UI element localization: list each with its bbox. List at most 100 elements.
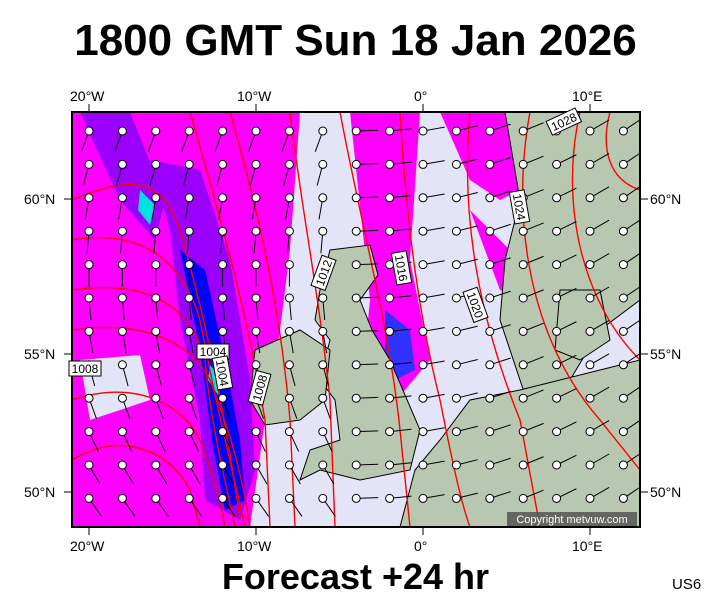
- map-title: 1800 GMT Sun 18 Jan 2026: [74, 16, 637, 65]
- land-continent: [399, 359, 640, 527]
- station-circle: [318, 193, 328, 203]
- station-circle: [184, 460, 194, 470]
- station-circle: [184, 260, 194, 270]
- station-circle: [218, 460, 228, 470]
- station-circle: [151, 493, 161, 503]
- wind-barb-station: [451, 392, 478, 403]
- station-circle: [351, 460, 361, 470]
- station-circle: [218, 193, 228, 203]
- wind-barb-station: [451, 325, 478, 336]
- station-circle: [552, 293, 562, 303]
- station-circle: [84, 326, 94, 336]
- lon-label-top: 20°W: [70, 88, 105, 104]
- wind-barb-station: [117, 460, 134, 485]
- station-circle: [284, 326, 294, 336]
- wind-barb-station: [284, 193, 294, 220]
- station-circle: [84, 393, 94, 403]
- wind-barb-station: [618, 152, 640, 169]
- wind-barb-station: [151, 393, 164, 420]
- station-circle: [385, 427, 395, 437]
- station-circle: [251, 493, 261, 503]
- station-circle: [84, 293, 94, 303]
- wind-barb-station: [518, 322, 544, 336]
- station-circle: [318, 460, 328, 470]
- wind-barb-station: [351, 326, 379, 336]
- wind-barb-station: [585, 186, 610, 203]
- wind-barb-station: [184, 326, 194, 354]
- station-circle: [585, 493, 595, 503]
- station-circle: [151, 193, 161, 203]
- wind-barb-station: [151, 460, 168, 485]
- lat-label-right: 50°N: [650, 484, 682, 500]
- wind-barb-station: [117, 193, 127, 220]
- wind-barb-station: [284, 393, 298, 420]
- station-circle: [117, 126, 127, 136]
- station-circle: [618, 293, 628, 303]
- station-circle: [418, 159, 428, 169]
- station-circle: [518, 360, 528, 370]
- station-circle: [251, 460, 261, 470]
- station-circle: [518, 159, 528, 169]
- station-circle: [351, 126, 361, 136]
- station-circle: [84, 126, 94, 136]
- wind-barb-station: [418, 126, 445, 136]
- wind-barb-station: [552, 321, 577, 336]
- station-circle: [518, 226, 528, 236]
- wind-barb-station: [117, 360, 129, 387]
- station-circle: [318, 427, 328, 437]
- isobar-line: [72, 236, 246, 527]
- wind-barb-station: [552, 187, 577, 203]
- wind-barb-station: [552, 254, 577, 270]
- forecast-label: Forecast +24 hr: [221, 556, 490, 597]
- station-circle: [284, 427, 294, 437]
- wind-barb-station: [618, 119, 640, 136]
- wind-barb-station: [151, 260, 161, 287]
- station-circle: [318, 159, 328, 169]
- isobar-label: 1004: [211, 355, 234, 391]
- wind-barb-station: [284, 226, 294, 254]
- isobar-line: [72, 444, 201, 527]
- station-circle: [251, 360, 261, 370]
- wind-barb-station: [218, 293, 228, 320]
- station-circle: [251, 126, 261, 136]
- wind-barb-station: [418, 460, 445, 470]
- isobar-label: 1020: [462, 286, 489, 324]
- wind-barb-station: [218, 193, 228, 220]
- wind-barb-station: [84, 493, 103, 517]
- station-circle: [184, 360, 194, 370]
- station-circle: [218, 493, 228, 503]
- wind-barb-station: [184, 493, 203, 517]
- station-circle: [218, 427, 228, 437]
- wind-barb-station: [618, 386, 640, 403]
- isobar-label-text: 1008: [250, 373, 271, 403]
- wind-barb-station: [316, 159, 328, 186]
- wind-barb-station: [451, 158, 478, 169]
- station-circle: [585, 360, 595, 370]
- wind-barb-station: [552, 221, 577, 236]
- lat-label-left: 50°N: [24, 484, 56, 500]
- station-circle: [184, 427, 194, 437]
- wind-barb-station: [284, 326, 294, 354]
- station-circle: [585, 126, 595, 136]
- wind-barb-station: [552, 287, 577, 303]
- station-circle: [251, 293, 261, 303]
- wind-barb-station: [218, 493, 236, 517]
- station-circle: [485, 126, 495, 136]
- station-circle: [151, 260, 161, 270]
- wind-barb-station: [451, 191, 478, 203]
- wind-barb-station: [385, 326, 412, 336]
- wind-barb-station: [149, 159, 161, 186]
- station-circle: [284, 293, 294, 303]
- station-circle: [351, 293, 361, 303]
- wind-barb-station: [585, 386, 610, 403]
- station-circle: [284, 360, 294, 370]
- station-circle: [117, 460, 127, 470]
- wind-barb-station: [618, 419, 640, 437]
- station-circle: [552, 360, 562, 370]
- lon-label-bottom: 0°: [414, 538, 428, 554]
- wind-barb-station: [485, 290, 511, 303]
- wind-barb-station: [251, 293, 261, 320]
- wind-barb-station: [552, 154, 577, 169]
- wind-barb-station: [117, 493, 136, 517]
- station-circle: [284, 126, 294, 136]
